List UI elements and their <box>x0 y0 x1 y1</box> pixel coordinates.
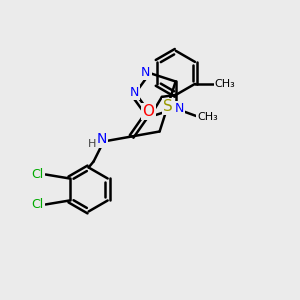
Text: N: N <box>175 102 184 115</box>
Text: Cl: Cl <box>32 168 44 181</box>
Text: N: N <box>129 85 139 98</box>
Text: N: N <box>96 133 107 146</box>
Text: H: H <box>87 140 96 149</box>
Text: N: N <box>141 66 151 79</box>
Text: Cl: Cl <box>32 198 44 211</box>
Text: O: O <box>142 104 154 119</box>
Text: S: S <box>163 99 172 114</box>
Text: CH₃: CH₃ <box>197 112 218 122</box>
Text: CH₃: CH₃ <box>214 79 235 89</box>
